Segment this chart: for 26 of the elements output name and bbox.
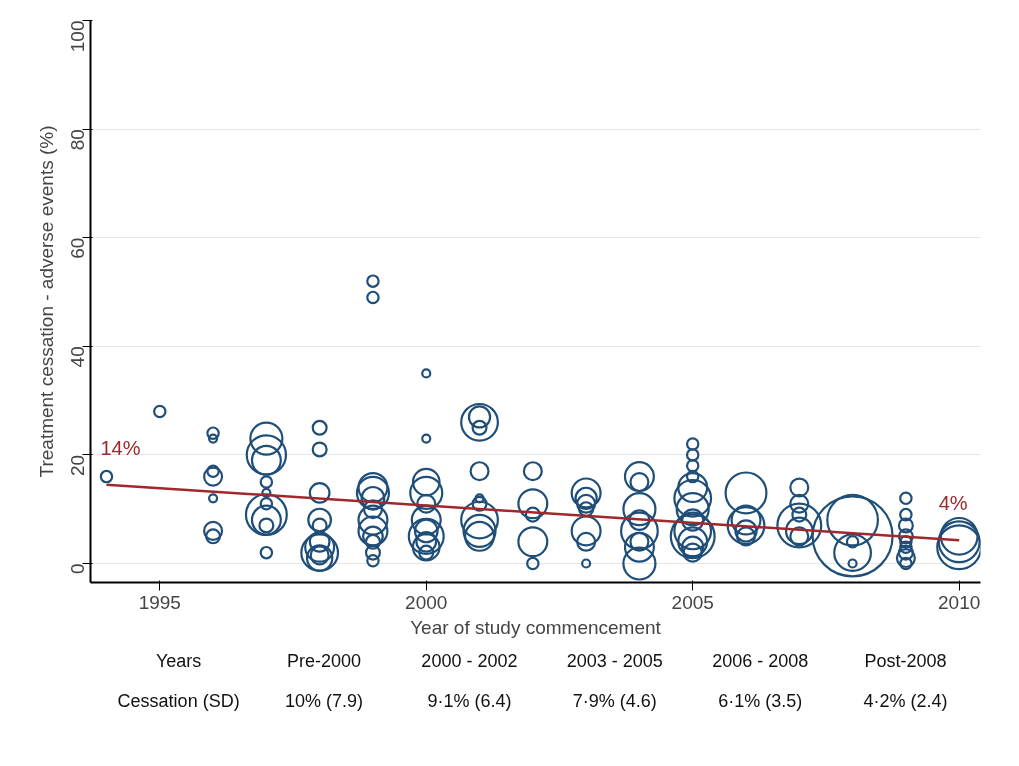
y-tick-label: 40 [67, 346, 88, 368]
text: Cessation (SD) [117, 690, 240, 711]
y-tick-label: 0 [67, 563, 88, 575]
text: 9·1% (6.4) [427, 690, 512, 711]
text: 7·9% (4.6) [572, 690, 657, 711]
y-tick-label: 20 [67, 454, 88, 477]
text: 2000 - 2002 [421, 650, 518, 671]
x-tick-label: 2010 [938, 591, 981, 613]
x-tick-label: 2000 [405, 591, 448, 613]
x-tick-label: 2005 [671, 591, 714, 613]
text: 2006 - 2008 [712, 650, 809, 671]
text: Post-2008 [864, 650, 947, 671]
y-tick-label: 80 [67, 129, 88, 151]
x-axis-title: Year of study commencement [410, 616, 662, 638]
text: Years [155, 650, 202, 671]
text: 10% (7.9) [285, 690, 364, 711]
text: 6·1% (3.5) [718, 690, 803, 711]
text: 4·2% (2.4) [863, 690, 948, 711]
text: 2003 - 2005 [566, 650, 663, 671]
y-tick-label: 100 [67, 20, 88, 53]
y-tick-label: 60 [67, 237, 88, 259]
annotation: 14% [100, 436, 141, 459]
text: Pre-2000 [286, 650, 362, 671]
annotation: 4% [938, 492, 968, 515]
y-axis-title: Treatment cessation - adverse events (%) [35, 125, 57, 478]
x-tick-label: 1995 [138, 591, 181, 613]
